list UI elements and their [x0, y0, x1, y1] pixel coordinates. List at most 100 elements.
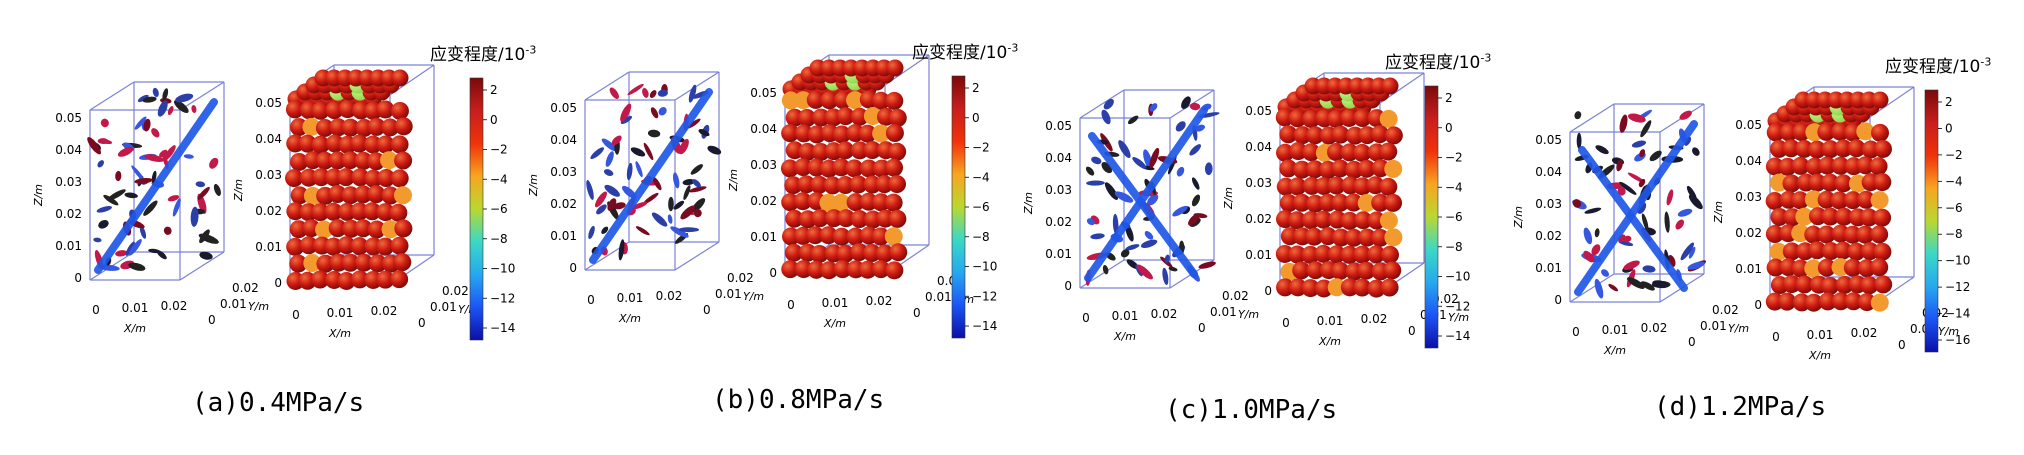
particle-fragment — [627, 83, 644, 96]
particle-sphere — [1344, 228, 1363, 247]
particle-fragment — [199, 251, 213, 260]
particle-sphere — [1381, 77, 1399, 95]
particle-sphere — [811, 209, 830, 228]
particle-fragment — [1608, 283, 1619, 292]
z-tick-label: 0.02 — [255, 204, 282, 218]
particle-fragment — [1164, 254, 1170, 264]
colorbar-gradient — [951, 75, 966, 339]
colorbar-title-exponent: -3 — [1480, 51, 1492, 65]
particle-fragment — [152, 87, 159, 98]
z-tick-label: 0 — [1064, 279, 1072, 293]
particle-fragment — [586, 180, 594, 200]
particle-fragment — [673, 200, 685, 210]
particle-sphere — [1292, 193, 1311, 212]
particle-fragment — [134, 116, 147, 130]
x-tick-label: 0.01 — [1112, 309, 1139, 323]
particle-sphere — [1834, 207, 1853, 226]
y-axis-label: Y/m — [1448, 311, 1469, 324]
panel-c: 0.05 0.04 0.03 0.02 0.01 0 Z/m 0 0.01 0.02 X/m 0.02… — [1022, 72, 1470, 349]
particle-sphere — [393, 186, 412, 205]
particle-fragment — [1584, 207, 1602, 214]
z-tick-label: 0.01 — [255, 240, 282, 254]
z-tick-label: 0.02 — [1535, 229, 1562, 243]
particle-fragment — [98, 219, 109, 229]
particle-sphere — [350, 237, 369, 256]
particle-sphere — [1353, 177, 1372, 196]
particle-sphere — [1834, 139, 1853, 158]
particle-sphere — [872, 124, 891, 143]
y-tick-label: 0.02 — [1432, 292, 1459, 306]
colorbar-title: 应变程度/10-3 — [1885, 52, 1991, 77]
particle-fragment — [609, 87, 619, 99]
shear-band — [589, 88, 713, 264]
z-axis-label: Z/m — [1712, 201, 1725, 224]
particle-sphere — [888, 175, 907, 194]
z-tick-label: 0.04 — [55, 143, 82, 157]
x-tick-label: 0.02 — [866, 294, 893, 308]
z-tick-label: 0.03 — [550, 165, 577, 179]
colorbar-tick-label: −12 — [490, 291, 515, 305]
particle-sphere — [303, 253, 322, 272]
particle-sphere — [871, 91, 890, 110]
z-tick-label: 0.04 — [1245, 140, 1272, 154]
particle-fragment — [1622, 235, 1632, 243]
particle-sphere — [1314, 177, 1333, 196]
particle-fragment — [117, 146, 134, 157]
z-tick-label: 0.01 — [55, 239, 82, 253]
particle-sphere — [832, 125, 851, 144]
particle-fragment — [1642, 265, 1656, 273]
particle-sphere — [390, 135, 409, 154]
particle-fragment — [620, 103, 632, 122]
particle-sphere — [884, 227, 903, 246]
particle-sphere — [364, 135, 383, 154]
panel-caption: (c)1.0MPa/s — [1165, 395, 1338, 425]
z-tick-label: 0 — [1264, 284, 1272, 298]
particle-fragment — [131, 165, 146, 183]
particle-sphere — [1275, 108, 1294, 127]
particle-fragment — [125, 241, 135, 256]
x-tick-label: 0.02 — [1641, 321, 1668, 335]
particle-sphere — [836, 107, 855, 126]
colorbar-tick-label: −2 — [1945, 148, 1963, 162]
particle-sphere — [324, 202, 343, 221]
colorbar-tick-label: −8 — [1945, 227, 1963, 241]
particle-fragment — [620, 115, 633, 124]
particle-fragment — [687, 118, 701, 129]
particle-sphere — [394, 219, 413, 238]
particle-fragment — [647, 129, 661, 138]
particle-sphere — [872, 193, 891, 212]
z-tick-label: 0.05 — [55, 111, 82, 125]
particle-sphere — [1834, 174, 1853, 193]
particle-sphere — [1795, 275, 1814, 294]
particle-sphere — [859, 159, 878, 178]
particle-sphere — [797, 175, 816, 194]
particle-sphere — [850, 141, 869, 160]
colorbar-tick-label: −8 — [490, 232, 508, 246]
sphere-plot: 0.05 0.04 0.03 0.02 0.01 0 Z/m 0 0.01 0.02 X/m 0.02… — [727, 54, 974, 330]
particle-fragment — [198, 233, 219, 244]
particle-fragment — [1188, 213, 1200, 226]
particle-sphere — [1871, 91, 1889, 109]
particle-sphere — [391, 69, 409, 87]
particle-sphere — [390, 101, 409, 120]
particle-sphere — [1804, 259, 1823, 278]
panel-caption: (b)0.8MPa/s — [712, 385, 885, 415]
particle-fragment — [688, 84, 697, 103]
particle-fragment — [1576, 132, 1582, 149]
particle-sphere — [1821, 173, 1840, 192]
particle-fragment — [680, 205, 696, 220]
z-tick-label: 0.03 — [1045, 183, 1072, 197]
particle-sphere — [368, 254, 387, 273]
particle-fragment — [174, 100, 189, 113]
particle-sphere — [780, 159, 799, 178]
particle-sphere — [806, 226, 825, 245]
particle-sphere — [1782, 242, 1801, 261]
particle-fragment — [1688, 194, 1703, 210]
particle-sphere — [845, 159, 864, 178]
particle-sphere — [1843, 225, 1862, 244]
particle-sphere — [1371, 228, 1390, 247]
particle-fragment — [1085, 166, 1095, 176]
colorbar-title-text: 应变程度/10 — [1885, 57, 1981, 77]
particle-fragment — [1176, 166, 1185, 177]
colorbar-tick-label: −4 — [490, 172, 508, 186]
